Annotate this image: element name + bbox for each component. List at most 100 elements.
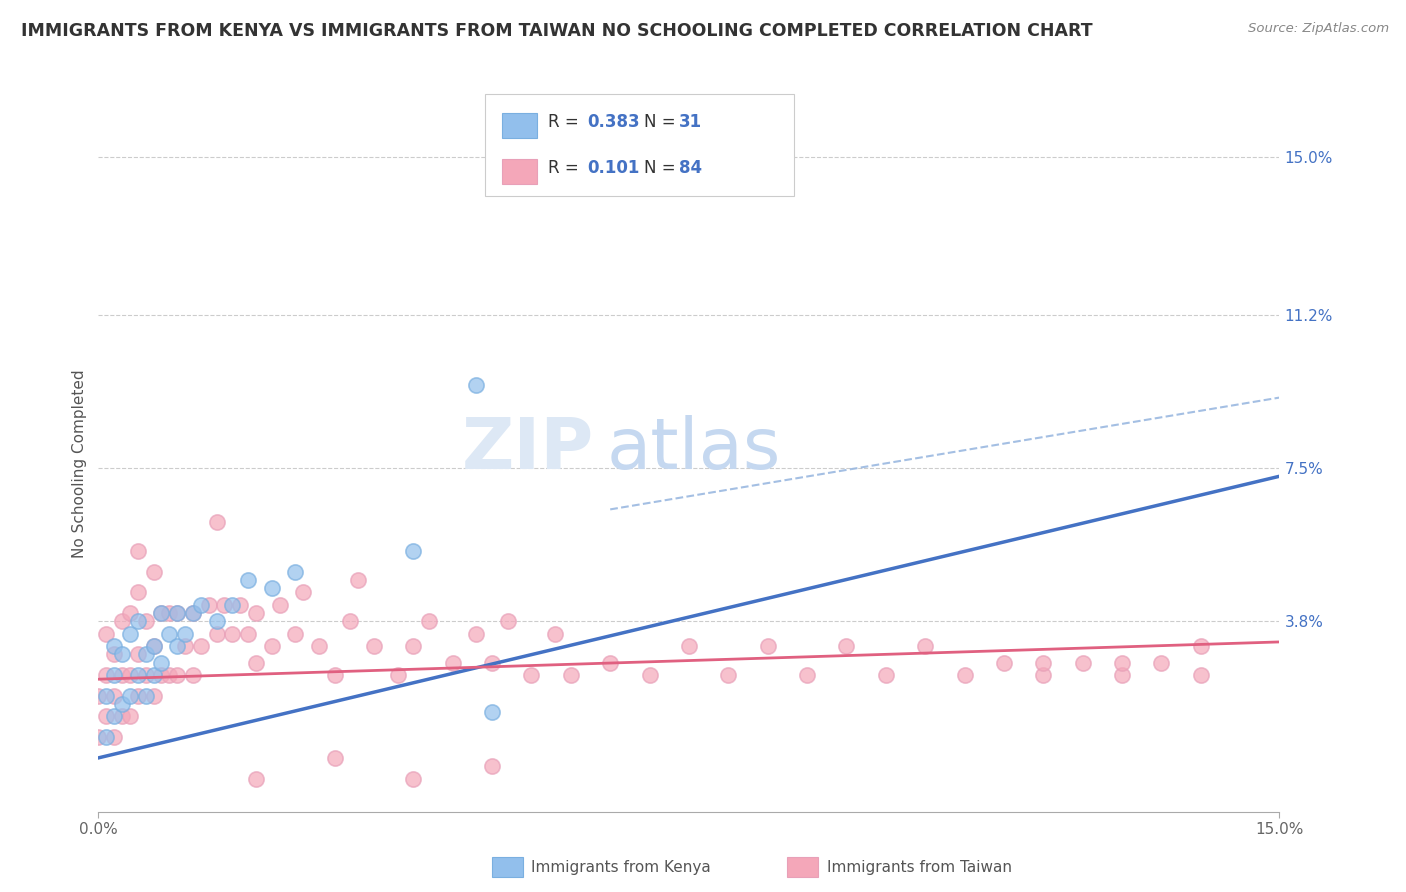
Text: R =: R = [548, 159, 585, 177]
Point [875, 668, 897, 682]
Point [717, 668, 740, 682]
Point [190, 639, 212, 653]
Point [205, 626, 228, 640]
Point [96, 730, 118, 744]
Point [96, 668, 118, 682]
Point [441, 656, 464, 670]
Point [269, 598, 291, 612]
Text: Source: ZipAtlas.com: Source: ZipAtlas.com [1249, 22, 1389, 36]
Text: 84: 84 [679, 159, 702, 177]
Point [166, 668, 188, 682]
Point [127, 544, 149, 558]
Point [323, 751, 346, 765]
Point [166, 606, 188, 620]
Point [157, 626, 180, 640]
Point [835, 639, 858, 653]
Point [103, 668, 125, 682]
Point [599, 656, 621, 670]
Text: N =: N = [644, 113, 681, 131]
Point [953, 668, 976, 682]
Point [142, 689, 165, 703]
Point [135, 668, 157, 682]
Point [205, 614, 228, 628]
Text: 31: 31 [679, 113, 702, 131]
Text: R =: R = [548, 113, 585, 131]
Point [142, 639, 165, 653]
Point [363, 639, 385, 653]
Point [174, 639, 197, 653]
Point [260, 639, 283, 653]
Point [221, 626, 243, 640]
Point [96, 689, 118, 703]
Point [103, 689, 125, 703]
Point [190, 598, 212, 612]
Text: 0.383: 0.383 [588, 113, 640, 131]
Point [796, 668, 818, 682]
Point [166, 639, 188, 653]
Point [111, 648, 134, 662]
Point [245, 606, 267, 620]
Point [174, 626, 197, 640]
Point [544, 626, 567, 640]
Point [560, 668, 582, 682]
Point [323, 668, 346, 682]
Point [103, 648, 125, 662]
Point [118, 606, 141, 620]
Point [245, 656, 267, 670]
Point [181, 668, 204, 682]
Point [157, 668, 180, 682]
Point [96, 709, 118, 723]
Point [1071, 656, 1094, 670]
Point [465, 626, 488, 640]
Point [214, 598, 236, 612]
Point [465, 378, 488, 392]
Point [678, 639, 700, 653]
Point [1189, 668, 1212, 682]
Point [229, 598, 252, 612]
Point [142, 639, 165, 653]
Point [96, 626, 118, 640]
Text: 0.101: 0.101 [588, 159, 640, 177]
Point [118, 689, 141, 703]
Y-axis label: No Schooling Completed: No Schooling Completed [72, 369, 87, 558]
Point [135, 689, 157, 703]
Point [135, 614, 157, 628]
Point [111, 709, 134, 723]
Point [402, 772, 425, 786]
Point [142, 565, 165, 579]
Point [118, 626, 141, 640]
Point [481, 759, 503, 773]
Point [520, 668, 543, 682]
Point [993, 656, 1015, 670]
Point [135, 648, 157, 662]
Point [111, 697, 134, 711]
Point [402, 544, 425, 558]
Point [284, 565, 307, 579]
Point [1032, 668, 1054, 682]
Point [103, 639, 125, 653]
Point [118, 668, 141, 682]
Point [236, 573, 259, 587]
Point [150, 668, 173, 682]
Point [402, 639, 425, 653]
Point [127, 689, 149, 703]
Point [1111, 668, 1133, 682]
Point [111, 668, 134, 682]
Point [87, 730, 110, 744]
Point [387, 668, 409, 682]
Point [260, 581, 283, 595]
Point [127, 648, 149, 662]
Point [1111, 656, 1133, 670]
Point [205, 515, 228, 529]
Point [481, 656, 503, 670]
Text: Immigrants from Kenya: Immigrants from Kenya [531, 860, 711, 874]
Point [347, 573, 370, 587]
Point [157, 606, 180, 620]
Text: atlas: atlas [606, 416, 780, 484]
Point [245, 772, 267, 786]
Point [197, 598, 219, 612]
Point [914, 639, 936, 653]
Point [150, 606, 173, 620]
Point [1150, 656, 1173, 670]
Point [127, 585, 149, 599]
